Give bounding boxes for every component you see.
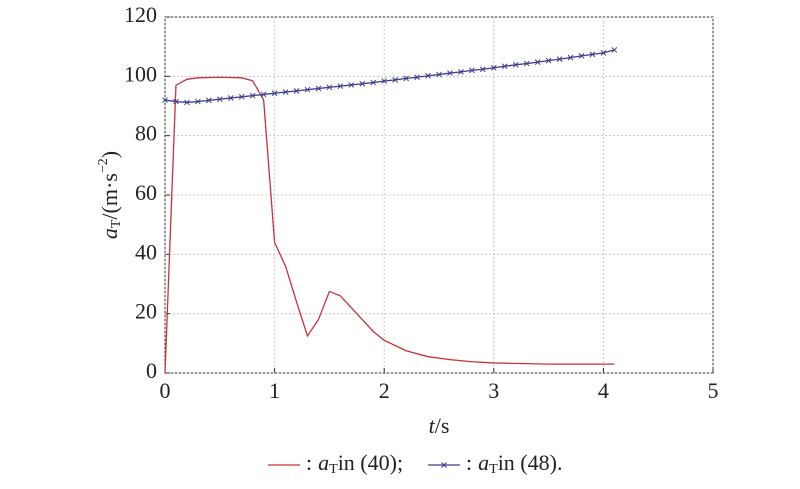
marker	[216, 96, 223, 103]
legend-entry: : aTin (40);	[306, 450, 403, 477]
marker	[249, 92, 256, 99]
legend-text: :	[306, 450, 312, 475]
marker	[392, 77, 399, 83]
x-tick-label: 1	[269, 378, 280, 403]
x-axis-label: t/s	[429, 413, 450, 438]
marker	[589, 51, 596, 58]
y-tick-label: 80	[135, 121, 157, 146]
legend-entry: : aTin (48).	[466, 450, 562, 477]
marker	[479, 66, 486, 73]
y-tick-label: 120	[124, 2, 157, 27]
legend-text: :	[466, 450, 472, 475]
marker	[348, 82, 355, 88]
y-tick-label: 60	[135, 180, 157, 205]
x-tick-label: 2	[379, 378, 390, 403]
x-tick-label: 5	[708, 378, 719, 403]
marker	[184, 99, 190, 106]
marker	[304, 86, 311, 93]
marker	[403, 75, 409, 82]
marker	[260, 91, 267, 98]
marker	[490, 64, 497, 71]
x-tick-label: 3	[488, 378, 499, 403]
marker	[282, 89, 289, 95]
marker	[523, 60, 530, 67]
marker	[293, 88, 300, 94]
y-tick-label: 20	[135, 299, 157, 324]
marker	[556, 56, 563, 62]
marker	[447, 70, 453, 76]
marker	[337, 83, 344, 89]
y-axis-label: aT/(m·s−2)	[96, 151, 124, 239]
marker	[567, 54, 574, 61]
marker	[469, 67, 475, 74]
marker	[458, 69, 464, 75]
series-line	[164, 49, 615, 104]
legend-text: in (48).	[498, 450, 563, 475]
x-tick-label: 0	[160, 378, 171, 403]
marker	[238, 93, 245, 100]
y-tick-label: 100	[124, 61, 157, 86]
marker	[227, 95, 234, 101]
legend-text: a	[478, 450, 489, 475]
marker	[381, 78, 388, 84]
marker	[512, 61, 519, 68]
marker	[441, 462, 447, 468]
marker	[205, 97, 212, 104]
marker	[162, 97, 168, 103]
marker	[425, 72, 431, 79]
legend-text: T	[489, 462, 498, 477]
marker	[578, 53, 585, 59]
marker	[326, 84, 333, 91]
marker	[315, 85, 322, 92]
marker	[545, 57, 552, 64]
marker	[173, 98, 179, 105]
legend-text: T	[329, 462, 338, 477]
marker	[611, 47, 618, 53]
marker	[271, 90, 278, 97]
series-line	[164, 76, 615, 374]
marker	[534, 59, 541, 65]
legend-text: a	[318, 450, 329, 475]
y-tick-label: 40	[135, 239, 157, 264]
y-tick-label: 0	[146, 358, 157, 383]
marker	[195, 98, 201, 105]
marker	[359, 80, 366, 87]
marker	[501, 63, 508, 70]
marker	[370, 79, 377, 86]
legend-text: in (40);	[338, 450, 403, 475]
x-tick-label: 4	[598, 378, 609, 403]
marker	[414, 74, 420, 81]
marker	[436, 71, 442, 78]
marker	[600, 50, 607, 56]
